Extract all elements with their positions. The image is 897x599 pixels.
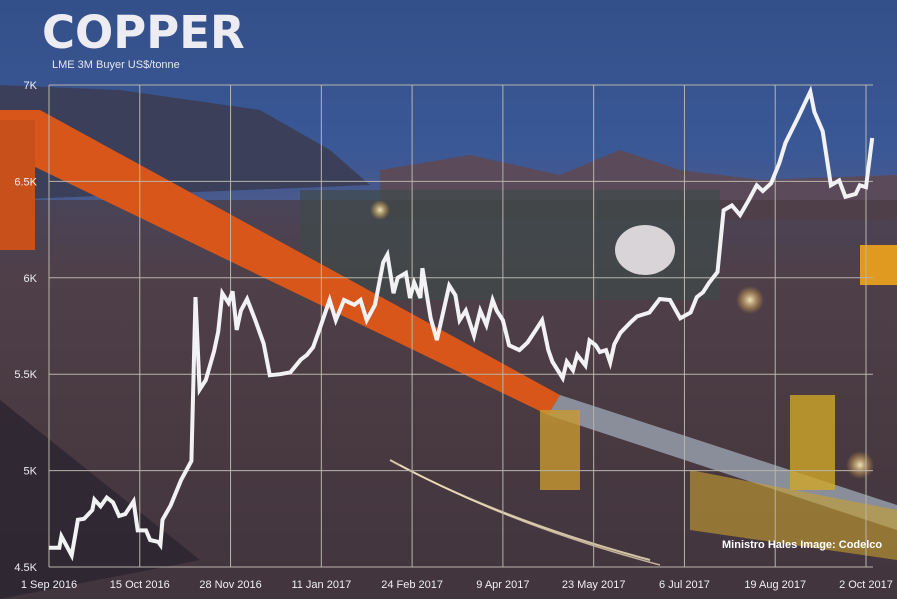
chart-subtitle: LME 3M Buyer US$/tonne: [52, 59, 180, 71]
y-tick-label: 5K: [24, 466, 38, 478]
x-tick-label: 23 May 2017: [562, 579, 626, 591]
x-tick-label: 15 Oct 2016: [110, 579, 170, 591]
x-axis: 1 Sep 2016 15 Oct 2016 28 Nov 2016 11 Jan 2…: [21, 579, 893, 591]
x-tick-label: 2 Oct 2017: [839, 579, 893, 591]
x-tick-label: 19 Aug 2017: [744, 579, 806, 591]
x-tick-label: 28 Nov 2016: [199, 579, 261, 591]
x-tick-label: 24 Feb 2017: [381, 579, 443, 591]
x-tick-label: 6 Jul 2017: [659, 579, 710, 591]
image-credit: Ministro Hales Image: Codelco: [722, 539, 883, 551]
y-tick-label: 7K: [24, 80, 38, 92]
price-line: [49, 85, 875, 562]
y-tick-label: 6.5K: [14, 176, 37, 188]
y-axis: 7K 6.5K 6K 5.5K 5K 4.5K: [14, 80, 37, 574]
chart-title: COPPER: [42, 6, 245, 59]
y-tick-label: 5.5K: [14, 369, 37, 381]
grid: [48, 84, 873, 568]
y-tick-label: 4.5K: [14, 562, 37, 574]
x-tick-label: 1 Sep 2016: [21, 579, 77, 591]
x-tick-label: 9 Apr 2017: [476, 579, 529, 591]
y-tick-label: 6K: [24, 273, 38, 285]
x-tick-label: 11 Jan 2017: [291, 579, 351, 591]
